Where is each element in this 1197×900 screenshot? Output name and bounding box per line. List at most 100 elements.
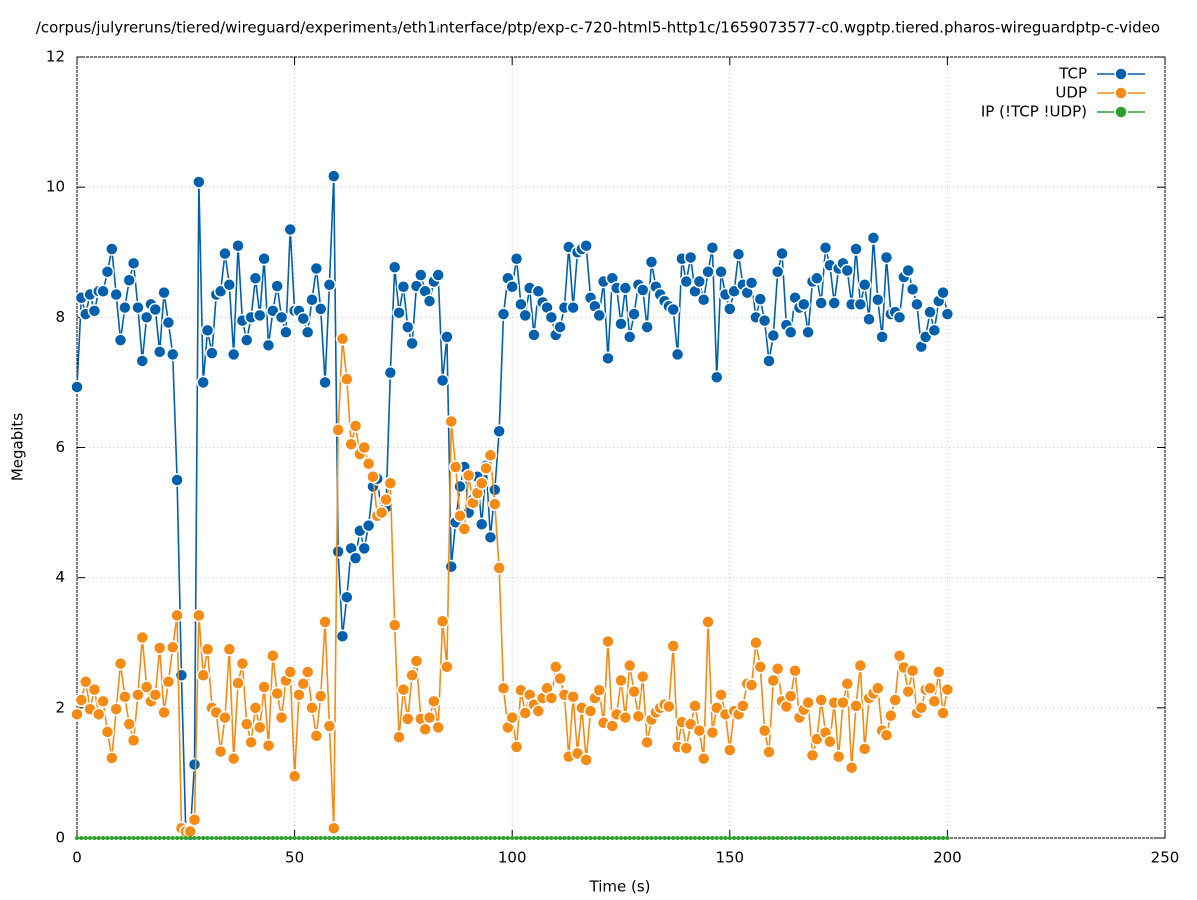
data-point [305,701,319,715]
data-point [631,709,646,724]
data-point [471,836,476,840]
data-point [558,836,563,840]
data-point [605,719,620,733]
data-point [262,836,267,840]
data-point [122,836,127,840]
y-tick-label: 10 [46,178,65,196]
data-point [545,836,550,840]
data-point [762,354,776,368]
data-point [736,699,750,713]
data-point [844,760,859,775]
data-point [231,836,236,840]
data-point [83,836,88,840]
data-point [805,748,820,763]
data-point [823,836,828,840]
data-point [732,836,737,840]
data-point [305,293,319,307]
data-point [401,836,406,840]
data-point [757,723,772,738]
data-point [448,460,463,474]
data-point [849,242,863,256]
data-point [618,710,633,725]
data-point [622,330,637,344]
y-tick-label: 4 [55,568,65,586]
data-point [366,836,371,840]
y-tick-label: 12 [46,48,65,66]
data-point [253,836,258,840]
data-point [161,315,176,330]
data-point [823,734,837,749]
data-point [109,287,123,302]
y-axis-label: Megabits [9,413,27,481]
data-point [152,345,167,359]
data-point [100,725,115,739]
data-point [340,372,354,386]
data-point [884,836,889,840]
data-point [492,836,497,840]
x-tick-label: 100 [498,849,527,867]
data-point [632,836,637,840]
data-point [270,279,284,293]
data-point [475,836,480,840]
data-point [744,678,759,692]
data-point [910,836,915,840]
data-point [710,836,715,840]
data-point [688,836,693,840]
data-point [275,836,280,840]
data-point [300,325,315,340]
data-point [588,836,593,840]
data-point [461,468,476,483]
data-point [105,751,119,765]
data-point [109,836,114,840]
data-point [740,836,745,840]
y-tick-label: 2 [55,698,65,716]
data-point [75,836,79,840]
data-point [144,836,149,840]
data-point [253,308,267,323]
data-point [131,836,136,840]
data-point [479,461,493,476]
data-point [401,320,415,334]
data-point [488,497,502,511]
data-point [322,278,337,292]
data-point [414,268,428,282]
data-point [453,479,467,494]
data-point [392,836,397,840]
data-point [749,836,754,840]
data-point [440,330,454,344]
data-point [701,836,706,840]
data-point [374,505,389,520]
data-point [749,636,763,650]
data-point [362,836,367,840]
data-point [814,296,828,310]
data-point [666,836,671,840]
data-point [414,836,419,840]
data-point [310,836,315,840]
data-point [353,836,358,840]
data-point [162,836,167,840]
data-point [131,688,145,702]
legend-swatch-point [1114,67,1128,81]
data-point [170,836,175,840]
data-point [914,836,919,840]
data-point [727,836,732,840]
data-point [880,836,885,840]
data-point [696,751,711,766]
data-point [88,836,93,840]
data-point [501,836,506,840]
data-point [592,683,606,698]
data-point [392,306,406,320]
data-point [239,333,254,347]
data-point [553,320,567,334]
data-point [113,333,128,347]
data-point [714,836,719,840]
x-tick-label: 0 [72,849,82,867]
data-point [92,836,97,840]
data-point [945,836,950,840]
data-point [579,753,593,767]
data-point [688,699,702,713]
data-point [584,836,589,840]
data-point [444,414,459,429]
data-point [135,836,140,840]
data-point [623,836,628,840]
